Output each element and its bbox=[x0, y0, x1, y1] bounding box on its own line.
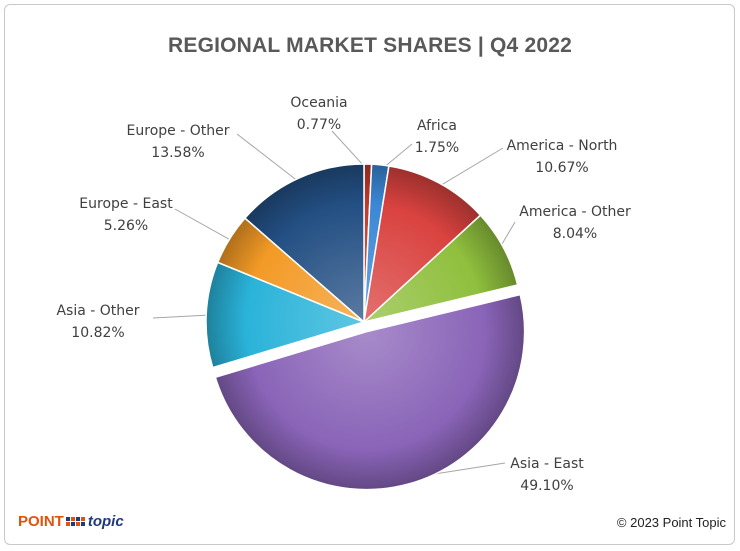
data-label: Europe - East 5.26% bbox=[79, 193, 172, 237]
slice-label: Asia - East bbox=[510, 456, 584, 472]
slice-value: 1.75% bbox=[414, 140, 460, 156]
pie-slice-asia-east bbox=[214, 293, 526, 491]
logo-topic-text: topic bbox=[87, 513, 124, 530]
slice-value: 13.58% bbox=[151, 145, 205, 161]
slice-label: Asia - Other bbox=[56, 303, 140, 319]
pie-slice-europe-other bbox=[243, 163, 365, 324]
logo-point-text: POINT bbox=[18, 513, 64, 530]
pie-slice-asia-other bbox=[205, 261, 367, 369]
leader-line bbox=[435, 147, 504, 189]
data-label: America - Other 8.04% bbox=[519, 201, 630, 245]
pie-slice-america-north bbox=[362, 165, 482, 325]
chart-title: REGIONAL MARKET SHARES | Q4 2022 bbox=[168, 34, 572, 57]
copyright-text: © 2023 Point Topic bbox=[616, 515, 726, 530]
slice-label: Europe - East bbox=[79, 196, 173, 212]
data-label: America - North 10.67% bbox=[507, 135, 618, 179]
leader-line bbox=[152, 314, 213, 319]
data-label: Europe - Other 13.58% bbox=[127, 120, 230, 164]
leader-line bbox=[174, 208, 235, 243]
data-label: Africa 1.75% bbox=[415, 115, 459, 159]
data-label: Asia - Other 10.82% bbox=[56, 300, 139, 344]
slice-value: 49.10% bbox=[520, 478, 574, 494]
pie-slice-america-other bbox=[363, 214, 519, 323]
logo-grid-icon bbox=[65, 517, 85, 526]
data-label: Oceania 0.77% bbox=[290, 92, 347, 136]
point-topic-logo: POINT topic bbox=[18, 513, 124, 530]
slice-value: 8.04% bbox=[552, 226, 598, 242]
slice-label: Africa bbox=[417, 118, 457, 134]
slice-value: 10.67% bbox=[535, 160, 589, 176]
slice-value: 10.82% bbox=[71, 325, 125, 341]
leader-line bbox=[236, 133, 302, 185]
slice-label: America - North bbox=[506, 138, 618, 154]
slice-label: Europe - Other bbox=[126, 123, 230, 139]
data-label: Asia - East 49.10% bbox=[510, 453, 584, 497]
slice-value: 0.77% bbox=[296, 117, 342, 133]
slice-value: 5.26% bbox=[103, 218, 149, 234]
slice-label: Oceania bbox=[290, 95, 348, 111]
slice-label: America - Other bbox=[519, 204, 631, 220]
